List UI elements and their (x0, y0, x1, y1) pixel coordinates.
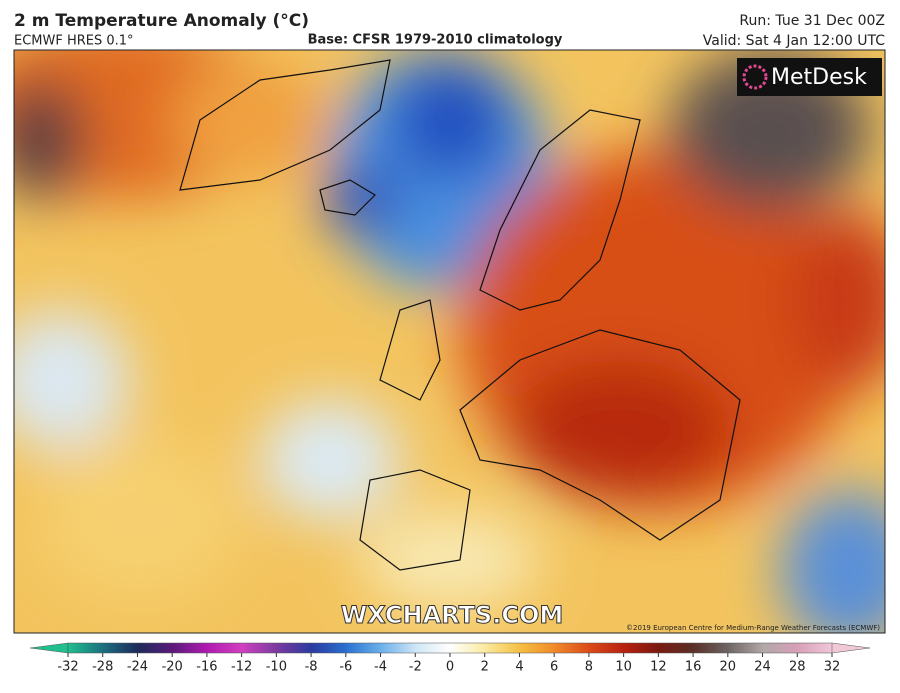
colorbar-segment (276, 643, 312, 653)
title: 2 m Temperature Anomaly (°C) (14, 11, 309, 31)
colorbar-segment (415, 643, 451, 653)
colorbar-end (29, 642, 69, 654)
colorbar-segment (797, 643, 833, 653)
colorbar-tick-label: -28 (92, 660, 113, 675)
model: ECMWF HRES 0.1° (14, 34, 134, 49)
colorbar-tick-label: 6 (550, 660, 558, 675)
colorbar-tick-label: 16 (685, 660, 702, 675)
colorbar-tick-label: -24 (127, 660, 148, 675)
colorbar-segment (172, 643, 208, 653)
colorbar-segment (623, 643, 659, 653)
colorbar-segment (519, 643, 555, 653)
colorbar-segment (658, 643, 694, 653)
colorbar-tick-label: 8 (585, 660, 593, 675)
colorbar-tick-label: -4 (374, 660, 387, 675)
colorbar-tick-label: 12 (650, 660, 667, 675)
colorbar-segment (762, 643, 798, 653)
colorbar-segment (206, 643, 243, 653)
colorbar-segment (102, 643, 138, 653)
colorbar-tick-label: -12 (231, 660, 252, 675)
watermark: WXCHARTS.COM (341, 601, 563, 629)
colorbar-tick-label: -32 (57, 660, 78, 675)
logo-box (737, 58, 882, 96)
colorbar-tick-label: -6 (339, 660, 352, 675)
colorbar-end (831, 642, 871, 654)
valid: Valid: Sat 4 Jan 12:00 UTC (703, 33, 885, 49)
colorbar-segment (588, 643, 625, 653)
colorbar-segment (345, 643, 382, 653)
colorbar-tick-label: -16 (196, 660, 217, 675)
copyright: ©2019 European Centre for Medium-Range W… (626, 624, 880, 632)
colorbar-segment (311, 643, 347, 653)
colorbar-segment (68, 643, 104, 653)
colorbar-tick-label: -2 (409, 660, 422, 675)
colorbar-tick-label: 2 (481, 660, 489, 675)
colorbar-tick-label: 24 (754, 660, 771, 675)
colorbar-segment (484, 643, 520, 653)
colorbar-tick-label: -8 (305, 660, 318, 675)
map: MetDesk WXCHARTS.COM ©2019 European Cent… (14, 50, 885, 633)
colorbar-segment (693, 643, 729, 653)
base: Base: CFSR 1979-2010 climatology (308, 33, 563, 48)
logo-icon (742, 64, 768, 90)
colorbar-tick-label: 10 (615, 660, 632, 675)
colorbar-segment (554, 643, 590, 653)
colorbar-segment (727, 643, 764, 653)
logo: MetDesk (771, 65, 867, 90)
colorbar-tick-label: -10 (266, 660, 287, 675)
colorbar-tick-label: 0 (446, 660, 454, 675)
colorbar-tick-label: 4 (515, 660, 523, 675)
colorbar-tick-label: 32 (824, 660, 841, 675)
colorbar-tick-label: 28 (789, 660, 806, 675)
run: Run: Tue 31 Dec 00Z (739, 13, 885, 29)
colorbar-tick-label: -20 (162, 660, 183, 675)
colorbar-segment (450, 643, 486, 653)
map-frame (13, 49, 886, 634)
colorbar-segment (137, 643, 173, 653)
colorbar-segment (380, 643, 416, 653)
colorbar-tick-label: 20 (720, 660, 737, 675)
colorbar-segment (241, 643, 277, 653)
colorbar: -32 -28 -24 -20 -16 -12 -10 -8 -6 -4 -2 0 2 4 6 8 10 12 16… (29, 642, 871, 675)
